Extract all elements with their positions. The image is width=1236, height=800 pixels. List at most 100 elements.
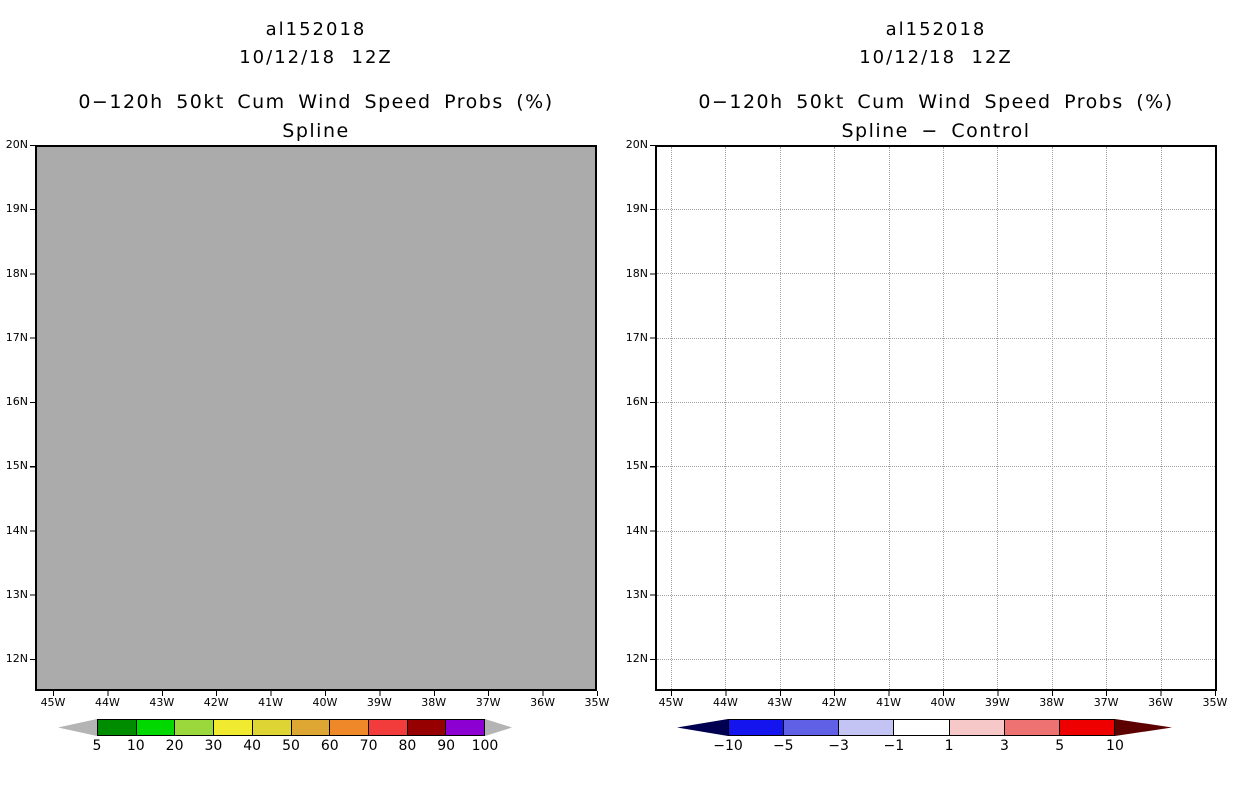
y-tick-label: 19N — [5, 202, 28, 216]
gridline-parallel — [657, 466, 1215, 467]
x-tick-label: 43W — [767, 696, 793, 709]
colorbar-segment — [893, 720, 949, 735]
gridline-meridian — [1106, 147, 1107, 689]
gridline-meridian — [997, 147, 998, 689]
gridline-meridian — [1161, 147, 1162, 689]
right-panel-subtitle: Spline − Control — [841, 120, 1031, 142]
left-colorbar-labels: 5 10 20 30 40 50 60 70 80 90 100 — [82, 738, 500, 754]
x-tick-label: 39W — [366, 696, 392, 709]
colorbar-label: −5 — [772, 738, 794, 754]
colorbar-label: 80 — [398, 738, 417, 754]
right-storm-id-title: al152018 — [885, 19, 987, 40]
colorbar-label: −10 — [713, 738, 743, 754]
right-map-x-axis-ticks — [671, 691, 1217, 696]
y-tick-label: 14N — [625, 523, 648, 537]
x-tick-label: 41W — [876, 696, 901, 709]
gridline-meridian — [725, 147, 726, 689]
left-map-x-axis-labels: 45W 44W 43W 42W 41W 40W 39W 38W 37W 36W … — [37, 696, 613, 709]
colorbar-segment — [174, 720, 214, 735]
x-tick-label: 42W — [821, 696, 847, 709]
colorbar-label: 50 — [282, 738, 300, 754]
y-tick-label: 20N — [625, 138, 648, 151]
colorbar-under-arrow — [58, 719, 97, 736]
x-tick-label: 40W — [312, 696, 338, 709]
right-colorbar — [677, 719, 1172, 736]
y-tick-label: 19N — [625, 202, 648, 216]
y-tick-label: 14N — [5, 523, 28, 537]
colorbar-segment — [1003, 720, 1059, 735]
x-tick-label: 39W — [984, 696, 1010, 709]
y-tick-label: 16N — [5, 395, 28, 408]
x-tick-label: 36W — [530, 696, 555, 709]
right-map-plot-area — [655, 145, 1217, 691]
gridline-meridian — [889, 147, 890, 689]
y-tick-label: 16N — [625, 395, 648, 408]
right-init-time-title: 10/12/18 12Z — [859, 47, 1013, 68]
colorbar-segment — [329, 720, 368, 735]
gridline-parallel — [657, 659, 1215, 660]
colorbar-label: −3 — [828, 738, 849, 754]
x-tick-label: 37W — [1093, 696, 1119, 709]
colorbar-label: 10 — [1106, 738, 1124, 754]
colorbar-label: 5 — [92, 738, 102, 754]
y-tick-label: 15N — [625, 459, 648, 473]
y-tick-label: 15N — [5, 459, 28, 473]
colorbar-label: 90 — [437, 738, 456, 754]
x-tick-label: 37W — [475, 696, 501, 709]
gridline-meridian — [943, 147, 944, 689]
colorbar-segment — [948, 720, 1004, 735]
right-panel-titles: al152018 10/12/18 12Z 0−120h 50kt Cum Wi… — [655, 19, 1217, 143]
colorbar-label: 1 — [944, 738, 954, 754]
colorbar-segment — [838, 720, 894, 735]
colorbar-over-arrow — [485, 719, 512, 736]
gridline-meridian — [834, 147, 835, 689]
colorbar-over-arrow — [1115, 719, 1172, 736]
x-tick-label: 44W — [94, 696, 120, 709]
colorbar-label: 60 — [320, 738, 339, 754]
right-colorbar-labels: −10 −5 −3 −1 1 3 5 10 — [711, 738, 1132, 754]
x-tick-label: 38W — [1039, 696, 1065, 709]
right-colorbar-scale — [728, 719, 1115, 736]
left-map-y-axis-labels: 20N 19N 18N 17N 16N 15N 14N 13N 12N — [0, 138, 28, 666]
x-tick-label: 45W — [658, 696, 684, 709]
colorbar-label: 100 — [471, 738, 499, 754]
gridline-meridian — [671, 147, 672, 689]
x-tick-label: 42W — [203, 696, 229, 709]
x-tick-label: 45W — [40, 696, 66, 709]
gridline-parallel — [657, 338, 1215, 339]
colorbar-segment — [98, 720, 136, 735]
colorbar-segment — [290, 720, 330, 735]
colorbar-segment — [729, 720, 784, 735]
colorbar-label: 10 — [126, 738, 145, 754]
colorbar-under-arrow — [677, 719, 728, 736]
gridline-meridian — [780, 147, 781, 689]
left-init-time-title: 10/12/18 12Z — [239, 47, 393, 68]
y-tick-label: 17N — [5, 330, 28, 344]
left-colorbar-scale — [97, 719, 485, 736]
x-tick-label: 43W — [149, 696, 175, 709]
left-panel-titles: al152018 10/12/18 12Z 0−120h 50kt Cum Wi… — [35, 20, 597, 143]
colorbar-segment — [445, 720, 485, 735]
colorbar-segment — [213, 720, 252, 735]
left-map-plot-area — [35, 145, 597, 691]
colorbar-label: 5 — [1055, 738, 1065, 754]
right-map-x-axis-labels: 45W 44W 43W 42W 41W 40W 39W 38W 37W 36W … — [655, 696, 1231, 709]
colorbar-label: 20 — [165, 738, 184, 754]
colorbar-segment — [783, 720, 839, 735]
left-map-x-axis-ticks — [53, 691, 599, 696]
gridline-parallel — [657, 402, 1215, 403]
left-colorbar — [58, 719, 512, 736]
colorbar-segment — [367, 720, 407, 735]
right-main-title: 0−120h 50kt Cum Wind Speed Probs (%) — [698, 91, 1174, 113]
x-tick-label: 38W — [421, 696, 447, 709]
colorbar-label: 30 — [204, 738, 223, 754]
x-tick-label: 41W — [258, 696, 283, 709]
colorbar-label: 70 — [359, 738, 378, 754]
y-tick-label: 12N — [625, 652, 648, 665]
y-tick-label: 17N — [625, 330, 648, 344]
gridline-parallel — [657, 209, 1215, 210]
gridline-parallel — [657, 531, 1215, 532]
right-map-y-axis-ticks — [650, 145, 655, 661]
y-tick-label: 20N — [5, 138, 28, 151]
